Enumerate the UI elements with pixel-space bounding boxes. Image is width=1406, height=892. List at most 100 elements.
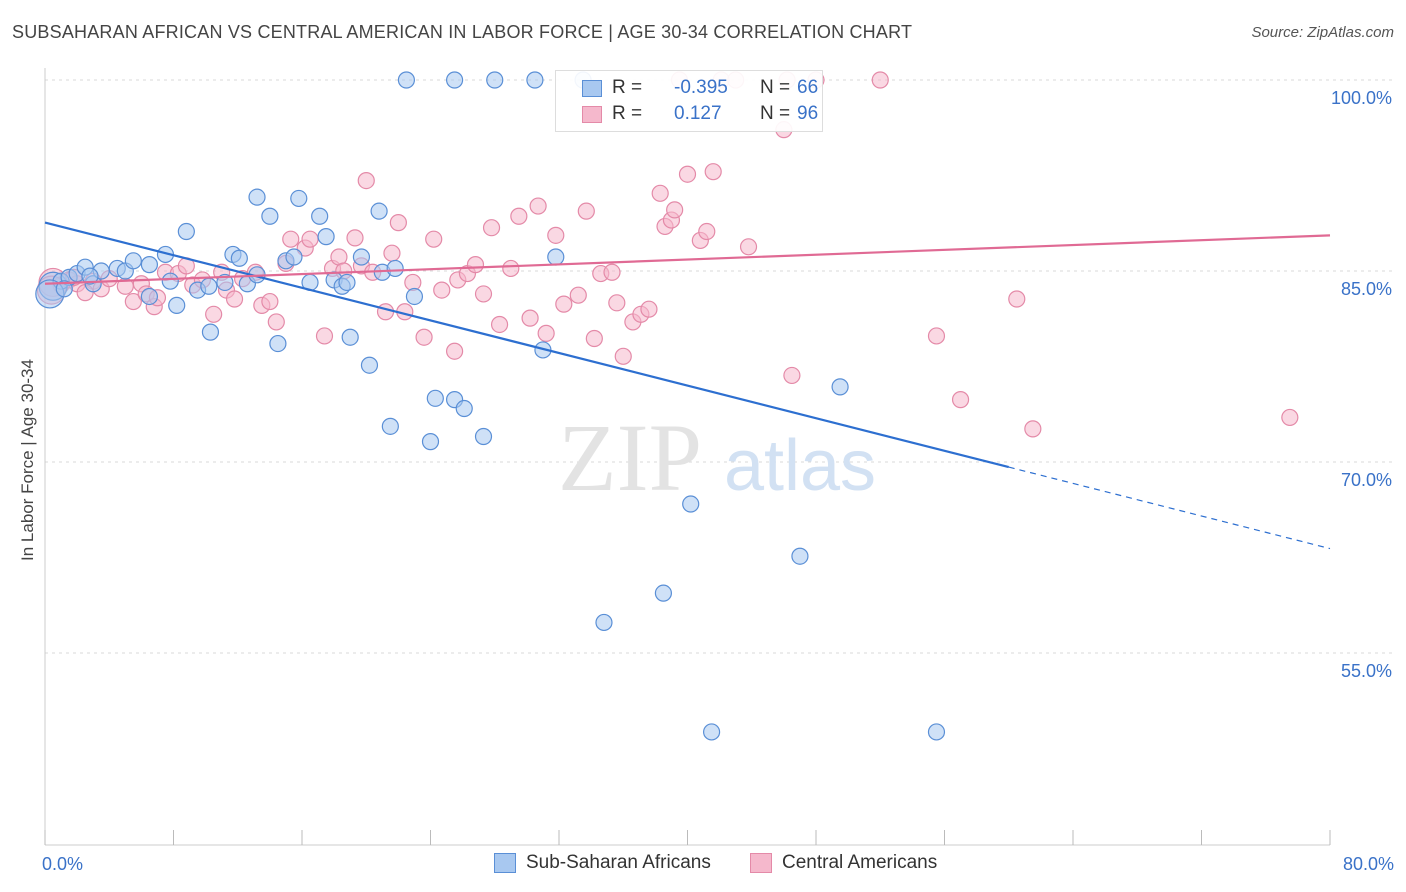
trend-lines xyxy=(44,221,1331,550)
sub-saharan-point xyxy=(200,277,218,295)
sub-saharan-trend-line xyxy=(44,221,1010,469)
sub-saharan-point xyxy=(426,389,444,407)
central-american-point xyxy=(927,327,946,345)
central-american-point xyxy=(474,285,493,303)
y-axis-label: In Labor Force | Age 30-34 xyxy=(18,359,37,561)
sub-saharan-point xyxy=(397,71,416,89)
central-american-point xyxy=(608,294,626,312)
sub-saharan-point xyxy=(381,417,399,435)
sub-saharan-point xyxy=(140,256,159,274)
sub-saharan-point xyxy=(341,328,359,346)
sub-saharan-point xyxy=(338,273,356,292)
sub-saharan-point xyxy=(831,378,849,396)
chart-title: SUBSAHARAN AFRICAN VS CENTRAL AMERICAN I… xyxy=(12,22,913,42)
central-american-point xyxy=(383,244,401,262)
central-american-point xyxy=(301,230,319,248)
central-american-point xyxy=(510,207,528,225)
sub-saharan-point xyxy=(595,613,613,632)
axes xyxy=(44,68,1331,846)
central-american-point xyxy=(225,290,244,308)
sub-saharan-point xyxy=(474,427,493,446)
sub-saharan-point xyxy=(927,723,946,741)
pink-swatch xyxy=(582,106,602,123)
central-american-point xyxy=(376,303,395,321)
central-american-point xyxy=(871,71,889,89)
central-american-point xyxy=(678,165,697,183)
central-american-point xyxy=(555,295,573,313)
central-american-point xyxy=(739,238,758,256)
central-american-point xyxy=(704,163,722,181)
central-american-point xyxy=(415,328,433,346)
sub-saharan-point xyxy=(230,249,248,267)
sub-saharan-point xyxy=(55,280,73,298)
sub-saharan-point xyxy=(140,287,159,306)
sub-saharan-point xyxy=(352,248,371,266)
central-american-point xyxy=(425,230,443,248)
x-tick-label-end: 80.0% xyxy=(1343,854,1394,874)
central-american-point xyxy=(666,201,684,219)
central-american-point xyxy=(640,300,658,318)
central-american-point xyxy=(1281,408,1299,427)
sub-saharan-point xyxy=(526,71,544,89)
central-american-point xyxy=(433,281,451,299)
central-american-point xyxy=(603,263,621,281)
central-american-point xyxy=(346,229,364,247)
y-tick-label: 85.0% xyxy=(1341,279,1392,299)
central-american-point xyxy=(261,292,279,311)
central-american-point xyxy=(614,347,632,365)
blue-swatch xyxy=(582,80,602,97)
sub-saharan-point xyxy=(168,296,186,314)
sub-saharan-point xyxy=(360,356,379,374)
sub-saharan-point xyxy=(445,71,464,89)
y-tick-label: 70.0% xyxy=(1341,470,1392,490)
sub-saharan-point xyxy=(791,547,809,565)
central-american-point xyxy=(282,230,300,248)
sub-saharan-point xyxy=(486,71,504,89)
legend-label: Sub-Saharan Africans xyxy=(526,852,711,873)
r-value: 0.127 xyxy=(674,103,722,124)
central-american-point xyxy=(529,197,547,215)
n-value: 66 xyxy=(797,77,819,98)
watermark-atlas: atlas xyxy=(724,426,876,506)
central-american-point xyxy=(205,305,223,323)
central-american-point xyxy=(1008,290,1026,308)
y-tick-label: 100.0% xyxy=(1331,88,1392,108)
central-american-point xyxy=(315,327,334,345)
sub-saharan-africans-points xyxy=(35,71,946,741)
sub-saharan-point xyxy=(177,222,195,241)
tick-labels: 55.0% 70.0% 85.0% 100.0% 0.0% 80.0% xyxy=(42,88,1394,874)
sub-saharan-point xyxy=(386,259,404,278)
source-label: Source: ZipAtlas.com xyxy=(1251,24,1394,41)
sub-saharan-trend-extension xyxy=(1008,466,1331,550)
sub-saharan-point xyxy=(654,584,673,602)
sub-saharan-point xyxy=(682,495,700,513)
n-label: N = xyxy=(760,103,791,124)
sub-saharan-point xyxy=(161,272,179,290)
sub-saharan-point xyxy=(81,267,99,285)
sub-saharan-point xyxy=(547,248,565,266)
central-americans-points xyxy=(36,71,1299,438)
n-label: N = xyxy=(760,77,791,98)
sub-saharan-point xyxy=(311,207,329,225)
central-american-point xyxy=(490,315,509,334)
sub-saharan-point xyxy=(455,399,473,418)
sub-saharan-point xyxy=(248,188,266,206)
sub-saharan-point xyxy=(261,207,279,225)
sub-saharan-point xyxy=(124,252,142,270)
sub-saharan-point xyxy=(421,433,440,451)
stats-legend: R = -0.395 N = 66 R = 0.127 N = 96 xyxy=(555,70,823,132)
sub-saharan-point xyxy=(702,723,721,741)
central-american-point xyxy=(521,309,539,327)
central-american-point xyxy=(698,222,716,241)
central-american-point xyxy=(951,391,970,409)
sub-saharan-point xyxy=(216,273,234,292)
sub-saharan-point xyxy=(405,287,424,306)
central-american-point xyxy=(569,286,587,304)
central-american-point xyxy=(267,313,285,331)
central-american-point xyxy=(482,219,501,237)
pink-swatch xyxy=(750,853,772,873)
x-tick-label-start: 0.0% xyxy=(42,854,83,874)
n-value: 96 xyxy=(797,103,819,124)
r-label: R = xyxy=(612,103,643,124)
